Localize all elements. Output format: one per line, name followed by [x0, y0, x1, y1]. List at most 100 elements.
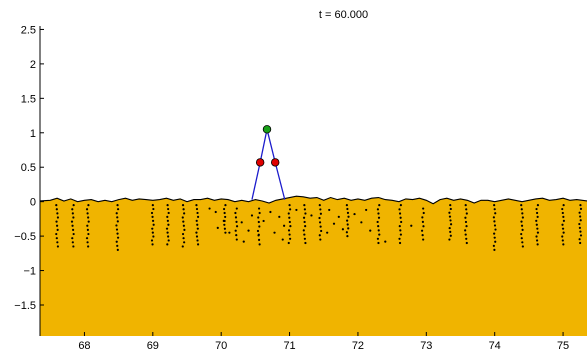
particle-dot: [422, 225, 425, 228]
particle-dot: [70, 220, 74, 223]
particle-dot: [56, 216, 60, 219]
particle-dot: [183, 228, 186, 232]
particle-dot: [72, 204, 75, 207]
particle-dot: [464, 229, 467, 232]
particle-dot: [182, 220, 185, 223]
particle-dot: [346, 235, 349, 238]
x-tick-label: 68: [78, 340, 90, 352]
particle-dot: [235, 207, 238, 210]
particle-dot: [377, 212, 380, 215]
particle-dot: [318, 221, 322, 224]
particle-dot: [167, 223, 170, 226]
particle-dot: [535, 223, 538, 226]
particle-dot: [269, 210, 272, 214]
particle-dot: [319, 225, 322, 228]
particle-dot: [493, 204, 496, 207]
particle-dot: [449, 204, 452, 207]
particle-dot: [195, 219, 198, 222]
particle-dot: [223, 227, 226, 230]
particle-dot: [116, 232, 119, 235]
particle-dot: [151, 219, 155, 222]
particle-dot: [151, 215, 154, 218]
particle-dot: [422, 238, 425, 241]
x-tick-label: 71: [283, 340, 295, 352]
particle-dot: [167, 239, 170, 242]
particle-dot: [183, 241, 186, 244]
axes-layer: 2.5 2 1.5 1 0.5 0 −0.5 −1 −1.5 68 69 70 71 72 73 74 75: [14, 24, 569, 352]
particle-dot: [167, 207, 170, 211]
particle-dot: [520, 224, 524, 227]
y-tick-label: 2: [30, 59, 36, 71]
fluid-layer: [39, 195, 587, 336]
particle-dot: [196, 211, 199, 215]
particle-dot: [55, 232, 58, 236]
particle-dot: [465, 225, 468, 228]
particle-dot: [561, 211, 564, 215]
y-tick-label: −0.5: [14, 231, 36, 243]
particle-dot: [86, 241, 89, 244]
particle-dot: [258, 243, 261, 246]
particle-dot: [150, 239, 154, 242]
particle-dot: [448, 238, 451, 241]
particle-dot: [449, 230, 452, 233]
particle-dot: [151, 231, 154, 234]
particle-dot: [341, 228, 344, 231]
particle-dot: [116, 244, 119, 247]
particle-dot: [182, 237, 185, 240]
particle-dot: [464, 233, 467, 236]
particle-dot: [493, 248, 496, 251]
particle-dot: [346, 219, 349, 222]
particle-dot: [56, 245, 60, 248]
particle-dot: [195, 204, 198, 207]
particle-dot: [377, 216, 381, 219]
tip-node: [262, 125, 272, 134]
particle-dot: [465, 212, 468, 215]
particle-dot: [116, 208, 120, 211]
particle-dot: [345, 231, 348, 234]
particle-dot: [71, 237, 74, 240]
particle-dot: [448, 211, 451, 214]
particle-dot: [377, 229, 380, 232]
particle-dot: [378, 233, 381, 236]
particle-dot: [492, 244, 495, 247]
particle-dot: [281, 238, 284, 241]
particle-dot: [345, 204, 348, 207]
x-tick-label: 72: [352, 340, 364, 352]
particle-dot: [304, 241, 307, 245]
particle-dot: [115, 228, 119, 231]
particle-dot: [167, 235, 170, 238]
particle-dot: [72, 232, 75, 236]
particle-dot: [328, 208, 331, 212]
particle-dot: [494, 212, 497, 215]
particle-dot: [240, 221, 243, 224]
particle-dot: [562, 204, 565, 207]
particle-dot: [422, 207, 425, 210]
particle-dot: [85, 208, 89, 211]
particle-dot: [196, 239, 199, 242]
x-tick-label: 73: [420, 340, 432, 352]
particle-dot: [87, 216, 90, 219]
particle-dot: [562, 243, 565, 246]
particle-dot: [55, 224, 59, 227]
particle-dot: [332, 222, 336, 225]
particle-dot: [223, 211, 226, 215]
particle-dot: [234, 216, 238, 219]
particle-dot: [535, 219, 538, 222]
particle-dot: [262, 219, 265, 223]
particle-dot: [181, 245, 184, 248]
particle-dot: [55, 204, 58, 207]
particle-dot: [86, 224, 89, 227]
particle-dot: [377, 241, 380, 245]
particle-dot: [224, 231, 227, 234]
particle-dot: [378, 204, 381, 207]
particle-dot: [520, 208, 523, 211]
particle-dot: [250, 214, 254, 217]
particle-dot: [449, 234, 452, 237]
particle-dot: [422, 211, 425, 215]
particle-dot: [377, 225, 380, 228]
particle-dot: [303, 237, 306, 240]
particle-dot: [116, 248, 119, 251]
fluid-region: [40, 196, 587, 336]
particle-dot: [196, 243, 200, 246]
particle-dot: [521, 241, 524, 244]
